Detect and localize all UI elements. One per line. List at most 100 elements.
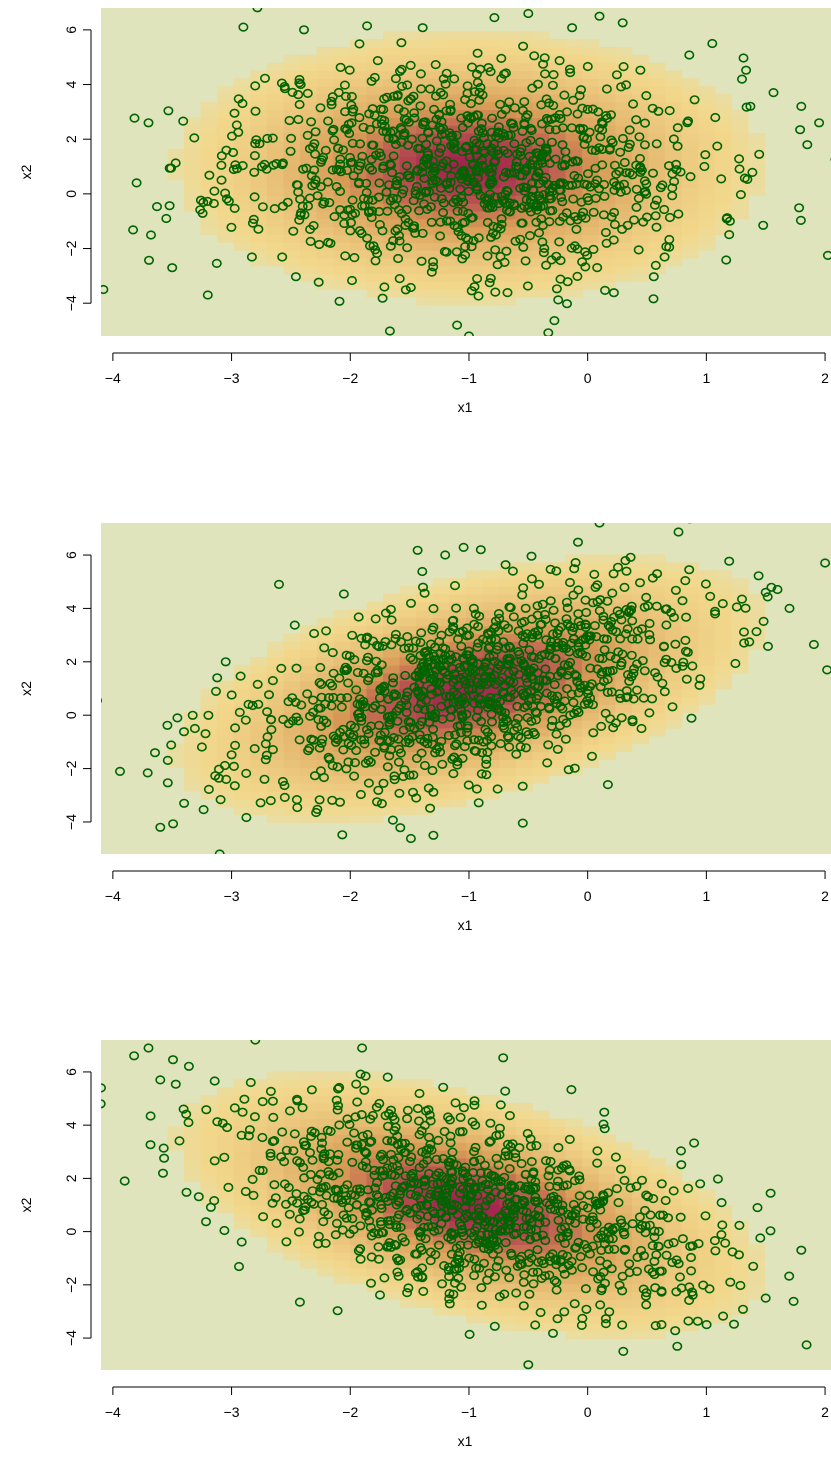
density-cell (631, 1260, 650, 1269)
data-point (741, 102, 752, 112)
density-cell (532, 775, 550, 784)
data-point (717, 1220, 728, 1230)
density-cell (333, 696, 351, 705)
data-point (528, 186, 539, 196)
density-cell (416, 1299, 434, 1308)
density-cell (266, 172, 285, 181)
density-cell (499, 234, 517, 243)
y-axis-label: x2 (18, 681, 34, 696)
density-cell (714, 133, 733, 142)
density-cell (748, 164, 766, 173)
x-tick-label: −3 (224, 888, 240, 904)
density-cell (598, 1181, 616, 1190)
data-point (599, 1278, 610, 1288)
density-cell (582, 117, 600, 126)
density-cell (532, 562, 550, 571)
data-point (455, 184, 466, 194)
density-cell (648, 1165, 666, 1175)
density-cell (582, 1181, 600, 1190)
data-point (357, 1131, 368, 1141)
data-point (436, 736, 447, 746)
density-cell (515, 1189, 533, 1198)
data-point (357, 151, 368, 161)
density-cell (681, 1252, 699, 1261)
data-point (223, 196, 234, 206)
density-cell (266, 93, 285, 103)
density-cell (416, 54, 434, 64)
density-cell (714, 1212, 733, 1222)
density-cell (499, 86, 517, 95)
density-cell (698, 1267, 716, 1277)
density-cell (217, 775, 235, 784)
data-point (624, 168, 635, 178)
data-point (520, 256, 531, 266)
data-point (628, 664, 639, 674)
density-cell (316, 791, 334, 800)
density-cell (665, 1283, 683, 1293)
data-point (405, 94, 416, 104)
data-point (557, 140, 568, 150)
data-point (471, 784, 482, 794)
density-cell (399, 1267, 417, 1277)
data-point (551, 566, 562, 576)
density-cell (549, 1291, 567, 1300)
density-cell (349, 1244, 368, 1253)
density-cell (200, 743, 218, 753)
data-point (735, 1280, 746, 1291)
data-point (609, 207, 620, 218)
density-cell (565, 1322, 583, 1332)
density-cell (333, 195, 351, 204)
data-point (599, 191, 610, 201)
density-cell (250, 712, 268, 721)
density-cell (532, 593, 550, 603)
density-cell (665, 657, 683, 666)
data-point (567, 180, 578, 190)
density-cell (283, 791, 301, 800)
density-cell (698, 1212, 716, 1222)
data-point (680, 635, 691, 646)
x-tick-label: −2 (342, 888, 358, 904)
data-point (601, 84, 612, 94)
data-point (344, 152, 355, 163)
density-cell (748, 1252, 766, 1261)
density-cell (283, 1165, 301, 1175)
data-point (382, 1135, 393, 1146)
data-point (605, 651, 616, 661)
density-cell (250, 775, 268, 784)
density-cell (681, 218, 699, 228)
density-cell (532, 751, 550, 760)
data-point (629, 215, 640, 225)
density-cell (532, 125, 550, 134)
density-cell (731, 133, 749, 142)
data-point (639, 176, 650, 186)
density-cell (432, 586, 450, 595)
density-cell (266, 1212, 285, 1222)
density-cell (615, 1165, 633, 1175)
density-cell (714, 578, 733, 587)
density-cell (698, 1236, 716, 1245)
density-cell (648, 234, 666, 243)
density-cell (482, 759, 500, 768)
density-cell (466, 1150, 484, 1159)
data-point (476, 769, 487, 779)
density-cell (549, 1134, 567, 1143)
density-cell (549, 712, 567, 721)
data-point (469, 735, 480, 745)
data-point (189, 723, 200, 734)
data-point (760, 587, 771, 598)
data-point (354, 112, 365, 123)
density-cell (416, 1157, 434, 1167)
data-point (689, 95, 700, 105)
density-cell (549, 609, 567, 619)
data-point (392, 224, 403, 234)
data-point (531, 708, 542, 718)
data-point (339, 218, 350, 229)
density-cell (681, 1212, 699, 1222)
density-cell (582, 257, 600, 267)
density-cell (217, 117, 235, 126)
x-tick-label: 0 (584, 888, 592, 904)
density-cell (383, 39, 401, 48)
data-point (162, 720, 173, 730)
density-cell (565, 1118, 583, 1128)
density-cell (499, 78, 517, 87)
